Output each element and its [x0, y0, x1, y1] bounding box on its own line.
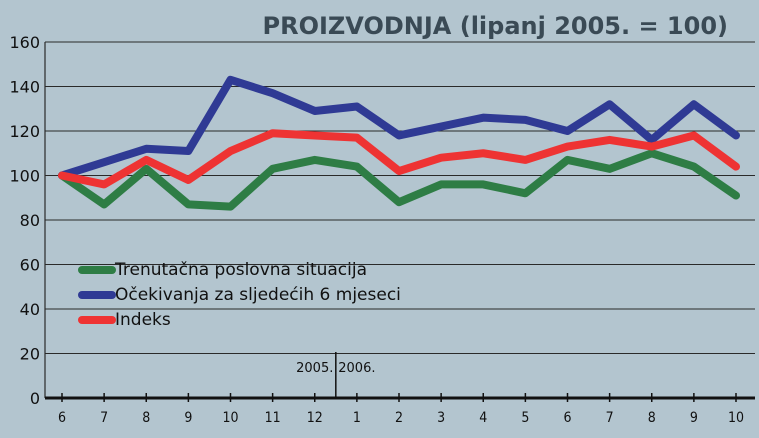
x-tick-label: 7: [100, 410, 108, 426]
year-labels: 2005. 2006.: [296, 352, 375, 398]
chart-title: PROIZVODNJA (lipanj 2005. = 100): [263, 12, 729, 40]
x-tick-label: 5: [521, 410, 529, 426]
x-tick-label: 9: [690, 410, 698, 426]
x-tick-label: 12: [307, 410, 323, 426]
series-line: [58, 129, 740, 189]
series-line: [58, 149, 740, 211]
y-tick-label: 60: [20, 256, 40, 275]
y-tick-label: 160: [9, 33, 40, 52]
legend: Trenutačna poslovna situacija Očekivanja …: [78, 260, 401, 330]
x-tick-label: 6: [563, 410, 571, 426]
year-label: 2006.: [338, 361, 375, 376]
grid-lines: [44, 41, 755, 398]
year-label: 2005.: [296, 361, 333, 376]
legend-label: Očekivanja za sljedećih 6 mjeseci: [115, 285, 401, 305]
y-tick-label: 0: [30, 389, 40, 408]
legend-label: Trenutačna poslovna situacija: [114, 260, 367, 280]
x-tick-label: 6: [58, 410, 66, 426]
x-tick-label: 1: [353, 410, 361, 426]
x-tick-label: 8: [648, 410, 656, 426]
x-tick-label: 10: [222, 410, 238, 426]
x-tick-label: 2: [395, 410, 403, 426]
y-tick-label: 20: [20, 345, 40, 364]
x-tick-label: 4: [479, 410, 487, 426]
y-tick-label: 100: [9, 167, 40, 186]
x-tick-label: 3: [437, 410, 445, 426]
y-axis-ticks: 0 20 40 60 80 100 120 140 160: [9, 33, 40, 408]
y-tick-label: 140: [9, 78, 40, 97]
x-tick-label: 7: [606, 410, 614, 426]
x-tick-label: 11: [265, 410, 281, 426]
x-axis: 6 7 8 9 10 11 12 1 2 3 4 5 6 7 8 9 10: [45, 393, 755, 426]
x-tick-label: 10: [728, 410, 744, 426]
x-tick-label: 9: [184, 410, 192, 426]
y-tick-label: 40: [20, 300, 40, 319]
y-tick-label: 80: [20, 211, 40, 230]
series-line: [58, 75, 740, 180]
y-tick-label: 120: [9, 122, 40, 141]
legend-label: Indeks: [115, 310, 171, 330]
x-tick-label: 8: [142, 410, 150, 426]
series-lines: [58, 75, 740, 211]
